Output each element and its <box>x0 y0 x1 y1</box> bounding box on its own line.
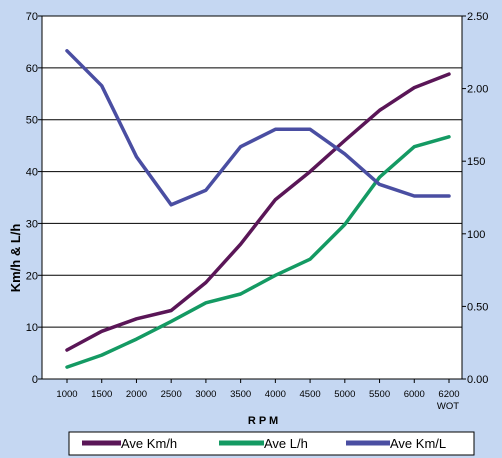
series-layer <box>65 49 451 369</box>
gridlines <box>42 67 462 328</box>
y-left-tick-label: 50 <box>26 115 38 127</box>
x-tick-label: 2500 <box>161 389 182 400</box>
y-right-tick-label: 2.00 <box>467 84 488 96</box>
y-right-tick-label: 0.00 <box>467 374 488 386</box>
x-axis-title: R P M <box>248 415 278 427</box>
series-line-ave-km-l <box>65 49 451 207</box>
legend: Ave Km/h Ave L/h Ave Km/L <box>68 431 475 456</box>
x-tick-label: 3500 <box>230 389 251 400</box>
x-tick-sublabel: WOT <box>437 401 459 412</box>
y-right-tick-label: 100 <box>467 229 485 241</box>
y-right-tick-label: 2.50 <box>467 11 488 23</box>
x-tick-label: 1000 <box>56 389 77 400</box>
legend-box <box>68 431 475 456</box>
y-left-tick-label: 20 <box>26 270 38 282</box>
plot-area <box>41 15 463 380</box>
x-tick-label: 4000 <box>265 389 286 400</box>
x-tick-label: 5500 <box>369 389 390 400</box>
legend-label-km-l: Ave Km/L <box>390 436 446 451</box>
x-tick-label: 3000 <box>195 389 216 400</box>
y-left-tick-label: 30 <box>26 218 38 230</box>
x-tick-label: 4500 <box>300 389 321 400</box>
right-y-axis: 0.00 0.50 100 150 2.00 2.50 <box>462 11 488 386</box>
series-line-ave-l-h <box>65 135 451 369</box>
y-left-tick-label: 0 <box>32 374 38 386</box>
series-line-ave-km-h <box>65 72 451 352</box>
x-axis: 1000 1500 2000 2500 3000 3500 4000 4500 5000 5500… <box>56 379 460 412</box>
y-right-tick-label: 0.50 <box>467 301 488 313</box>
x-tick-label: 6000 <box>404 389 425 400</box>
x-tick-label: 1500 <box>91 389 112 400</box>
x-tick-label: 2000 <box>126 389 147 400</box>
y-axis-title: Km/h & L/h <box>8 224 23 293</box>
y-left-tick-label: 70 <box>26 11 38 23</box>
x-tick-label: 5000 <box>334 389 355 400</box>
y-right-tick-label: 150 <box>467 156 485 168</box>
legend-label-km-h: Ave Km/h <box>121 436 177 451</box>
y-left-tick-label: 60 <box>26 63 38 75</box>
x-tick-label: 6200 <box>438 389 459 400</box>
left-y-axis: 0 10 20 30 40 50 60 70 <box>26 11 42 386</box>
y-left-tick-label: 10 <box>26 322 38 334</box>
y-left-tick-label: 40 <box>26 167 38 179</box>
legend-label-l-h: Ave L/h <box>264 436 308 451</box>
